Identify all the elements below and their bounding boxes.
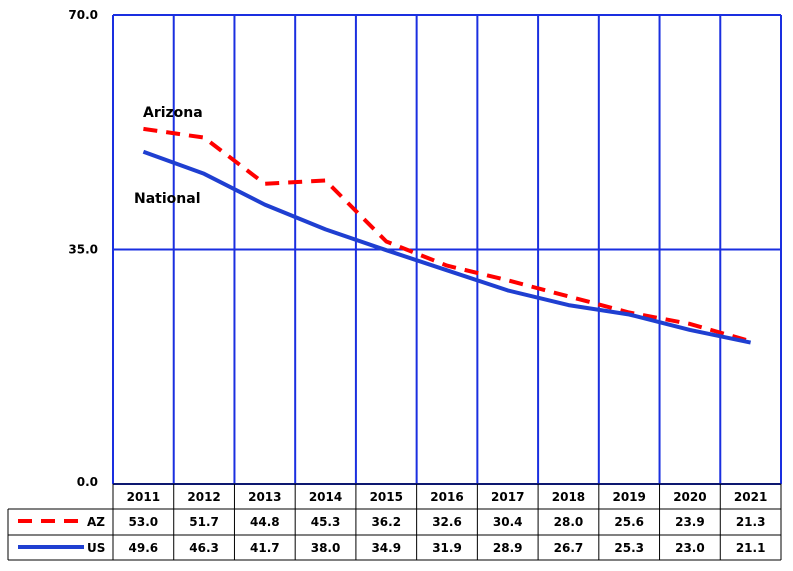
annotation-arizona: Arizona	[143, 105, 203, 121]
data-label: 21.1	[736, 541, 766, 555]
data-label: 44.8	[250, 515, 280, 529]
data-label: 36.2	[371, 515, 401, 529]
annotation-national: National	[134, 191, 201, 207]
y-tick-label: 70.0	[68, 8, 98, 22]
x-tick-label: 2016	[430, 490, 463, 504]
data-label: 49.6	[129, 541, 159, 555]
data-label: 28.0	[554, 515, 584, 529]
data-label: 45.3	[311, 515, 341, 529]
legend-label-az: AZ	[87, 515, 105, 529]
annotations: Arizona National	[134, 105, 203, 207]
grid	[112, 14, 782, 485]
x-tick-label: 2012	[187, 490, 220, 504]
x-tick-label: 2020	[673, 490, 706, 504]
data-label: 25.6	[614, 515, 644, 529]
data-label: 34.9	[371, 541, 401, 555]
data-label: 28.9	[493, 541, 523, 555]
data-label: 23.9	[675, 515, 705, 529]
data-label: 38.0	[311, 541, 341, 555]
legend-label-us: US	[87, 541, 105, 555]
data-label: 53.0	[129, 515, 159, 529]
series-line-az	[143, 126, 752, 344]
data-table: 2011 2012 2013 2014 2015 2016 2017 2018 2019 2020…	[7, 483, 782, 561]
data-label: 26.7	[554, 541, 584, 555]
y-tick-label: 35.0	[68, 243, 98, 257]
x-tick-label: 2018	[552, 490, 585, 504]
series-line-us	[142, 149, 752, 345]
x-tick-label: 2017	[491, 490, 524, 504]
data-label: 25.3	[614, 541, 644, 555]
x-tick-label: 2019	[612, 490, 645, 504]
series-lines	[142, 126, 752, 345]
x-tick-label: 2013	[248, 490, 281, 504]
data-label: 23.0	[675, 541, 705, 555]
y-tick-label: 0.0	[77, 475, 98, 489]
y-axis-ticks: 0.0 35.0 70.0	[68, 8, 98, 489]
data-label: 30.4	[493, 515, 523, 529]
x-tick-label: 2014	[309, 490, 342, 504]
x-tick-label: 2021	[734, 490, 767, 504]
x-tick-label: 2011	[127, 490, 160, 504]
data-label: 46.3	[189, 541, 219, 555]
data-label: 32.6	[432, 515, 462, 529]
data-label: 31.9	[432, 541, 462, 555]
x-tick-label: 2015	[370, 490, 403, 504]
data-label: 41.7	[250, 541, 280, 555]
data-label: 51.7	[189, 515, 219, 529]
data-label: 21.3	[736, 515, 766, 529]
